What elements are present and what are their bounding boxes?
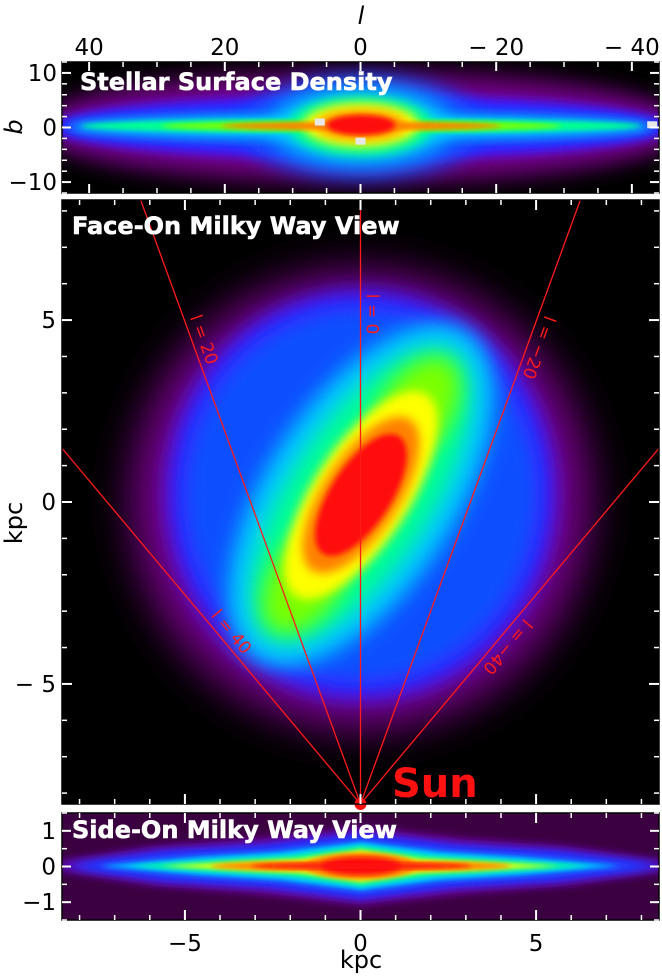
side-x-tick-label: 0 bbox=[353, 931, 368, 957]
side-y-tick-label: −1 bbox=[22, 890, 56, 916]
side-on-title: Side-On Milky Way View bbox=[72, 816, 397, 844]
masked-patch bbox=[355, 137, 366, 145]
stellar-density-title: Stellar Surface Density bbox=[80, 68, 393, 96]
masked-patch bbox=[647, 121, 658, 129]
sightline bbox=[359, 200, 582, 804]
stellar-density-map bbox=[62, 65, 659, 189]
side-on-ticks: −5 0 510−1 bbox=[22, 812, 659, 957]
sightline-label: l = 0 bbox=[362, 294, 382, 335]
sightline bbox=[62, 447, 361, 804]
side-x-tick-label: −5 bbox=[168, 931, 202, 957]
side-x-tick-label: 5 bbox=[529, 931, 544, 957]
l-axis-label: l bbox=[358, 2, 365, 30]
l-tick-label: − 40 bbox=[604, 35, 660, 61]
b-axis-label: b bbox=[0, 119, 28, 134]
stellar-density-ticks: 40 20 0 − 20 − 40 10 0 −10 bbox=[8, 35, 659, 196]
l-tick-label: 0 bbox=[353, 35, 368, 61]
face-on-title: Face-On Milky Way View bbox=[72, 212, 400, 240]
side-on-x-label: kpc bbox=[340, 946, 382, 974]
side-on-map bbox=[62, 813, 659, 920]
face-on-y-label: kpc bbox=[0, 502, 28, 544]
l-tick-label: 40 bbox=[74, 35, 103, 61]
face-y-tick-label: 5 bbox=[41, 308, 56, 334]
b-tick-label: 0 bbox=[42, 116, 57, 142]
b-tick-label: −10 bbox=[8, 170, 57, 196]
face-y-tick-label: − 5 bbox=[15, 672, 56, 698]
sightline bbox=[139, 200, 362, 804]
face-on-ticks: 5 0 − 5 bbox=[15, 200, 659, 804]
masked-patch bbox=[314, 118, 325, 126]
side-y-tick-label: 0 bbox=[41, 855, 56, 881]
sightline bbox=[360, 447, 659, 804]
side-on-panel: Side-On Milky Way View −5 0 510−1 kpc bbox=[22, 812, 660, 974]
side-y-tick-label: 1 bbox=[41, 819, 56, 845]
sun-label: Sun bbox=[392, 761, 478, 807]
stellar-density-panel: Stellar Surface Density 40 20 0 − 20 − 40 10 0… bbox=[0, 2, 660, 196]
l-tick-label: − 20 bbox=[468, 35, 524, 61]
face-y-tick-label: 0 bbox=[41, 490, 56, 516]
l-tick-label: 20 bbox=[210, 35, 239, 61]
b-tick-label: 10 bbox=[28, 61, 57, 87]
